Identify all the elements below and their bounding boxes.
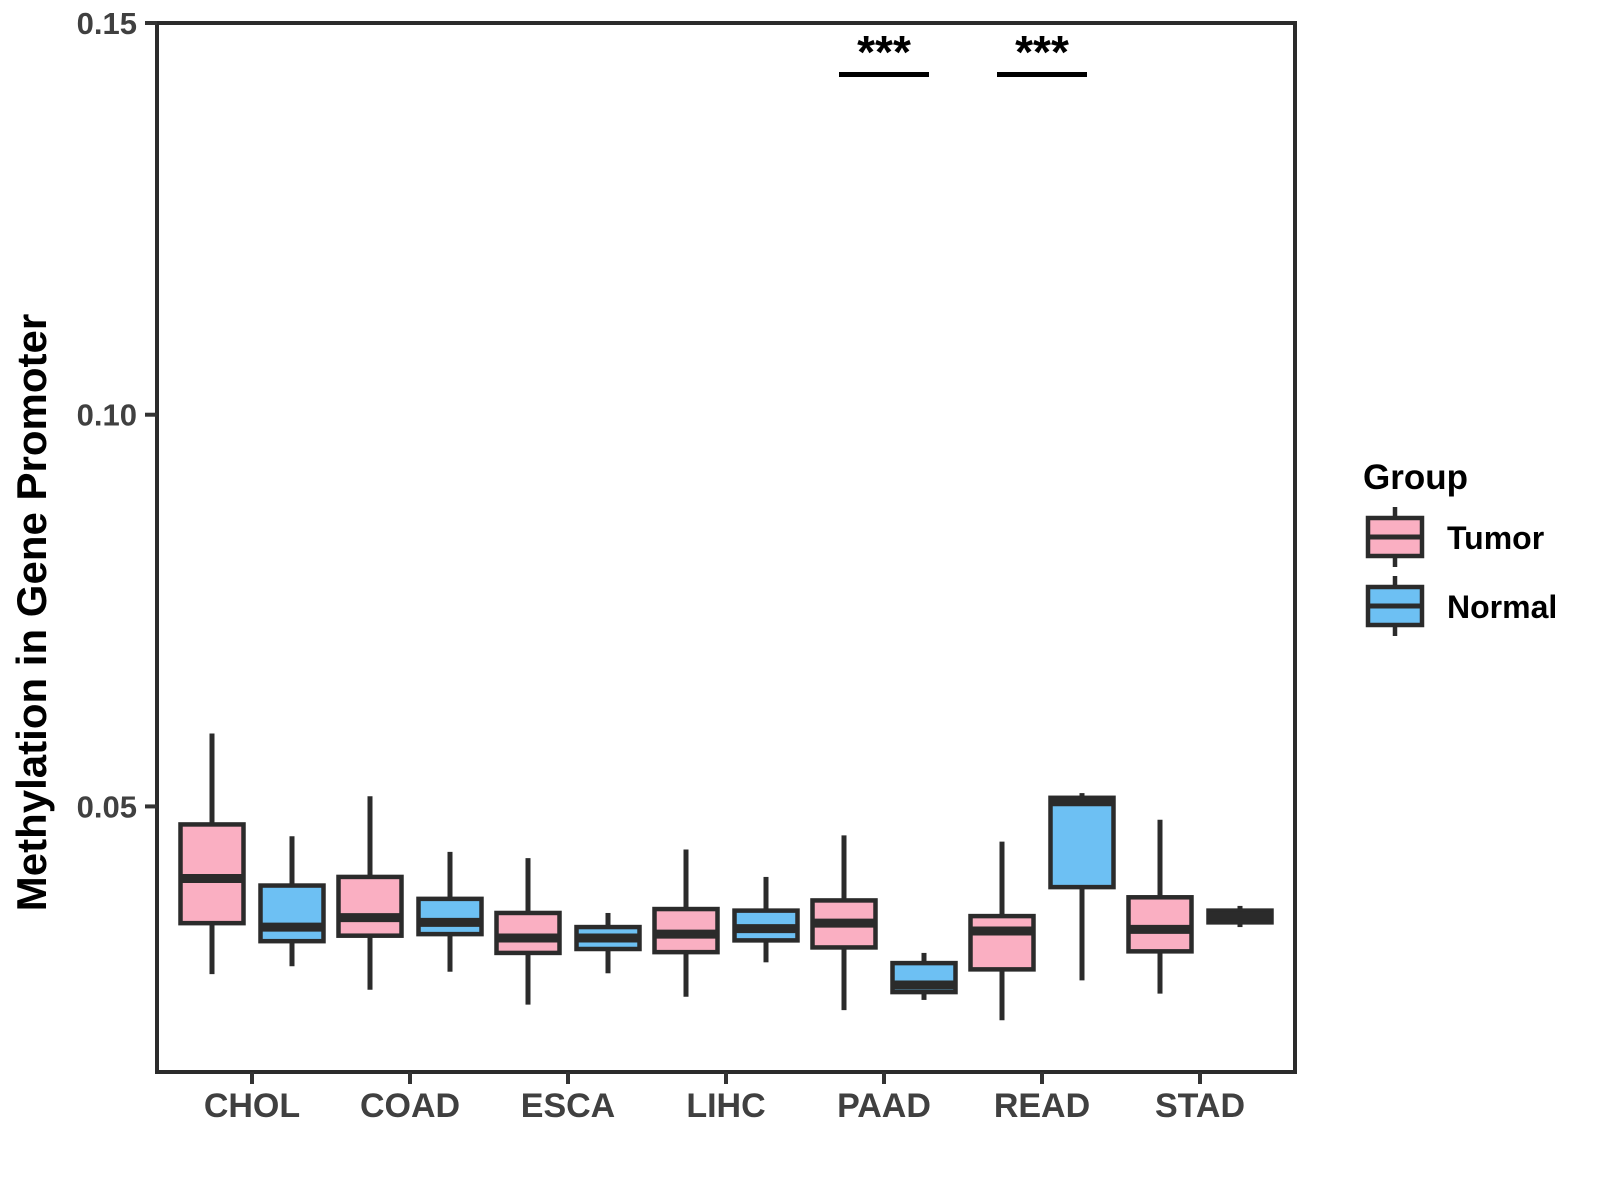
- legend-title: Group: [1363, 458, 1468, 497]
- significance-stars-READ: ***: [1015, 26, 1069, 78]
- x-tick-label-COAD: COAD: [360, 1087, 460, 1125]
- x-tick-label-STAD: STAD: [1155, 1087, 1245, 1125]
- box-Tumor-ESCA: [494, 910, 562, 956]
- box-Tumor-STAD: [1126, 895, 1194, 954]
- legend-label-Tumor: Tumor: [1447, 520, 1544, 556]
- x-tick-label-CHOL: CHOL: [204, 1087, 300, 1125]
- y-tick-label: 0.15: [77, 6, 137, 41]
- box-Normal-READ: [1048, 795, 1116, 890]
- box-Normal-COAD: [416, 896, 484, 937]
- x-tick-label-LIHC: LIHC: [686, 1087, 765, 1125]
- legend-label-Normal: Normal: [1447, 589, 1557, 625]
- x-tick-label-READ: READ: [994, 1087, 1090, 1125]
- box-Normal-CHOL: [258, 883, 326, 944]
- box-Tumor-COAD: [336, 874, 404, 938]
- box-Tumor-READ: [968, 913, 1036, 972]
- box-Tumor-CHOL: [178, 822, 246, 926]
- y-tick-label: 0.05: [77, 789, 137, 824]
- x-tick-label-ESCA: ESCA: [521, 1087, 615, 1125]
- y-axis-title: Methylation in Gene Promoter: [8, 314, 55, 911]
- x-tick-label-PAAD: PAAD: [837, 1087, 931, 1125]
- y-tick-label: 0.10: [77, 398, 137, 433]
- significance-stars-PAAD: ***: [857, 26, 911, 78]
